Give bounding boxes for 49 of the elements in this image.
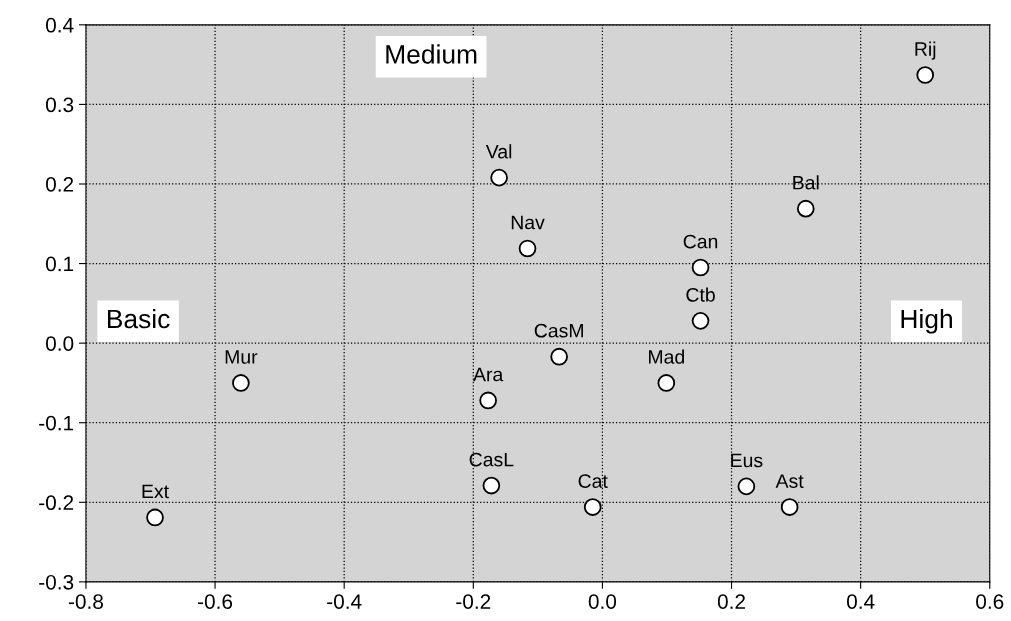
annotation: Cat	[578, 474, 608, 488]
y-tick-label: -0.3	[39, 574, 74, 590]
y-tick-label: -0.1	[39, 415, 74, 431]
annotation: Rij	[915, 41, 936, 60]
y-tick-label: 0.3	[45, 97, 74, 113]
y-tick-label: -0.2	[39, 495, 74, 511]
annotation: Ext	[142, 484, 169, 499]
point	[796, 199, 815, 218]
x-tick-label: -0.8	[68, 594, 103, 609]
x-tick-label: -0.6	[198, 594, 233, 609]
annotation: Mad	[649, 349, 684, 364]
annotation: Medium	[386, 44, 477, 64]
x-tick-label: 0.0	[588, 594, 617, 609]
x-tick-label: 0.4	[846, 594, 875, 609]
x-tick-label: -0.4	[327, 594, 362, 609]
y-tick-label: 0.1	[45, 256, 74, 272]
point	[232, 374, 250, 392]
annotation: CasL	[469, 452, 514, 467]
point	[916, 66, 935, 84]
annotation: Nav	[511, 215, 545, 230]
annotation: Ast	[775, 474, 804, 488]
y-tick-label: 0.0	[45, 336, 74, 351]
point	[479, 391, 497, 410]
point	[490, 168, 508, 187]
point	[657, 374, 676, 392]
annotation: Ara	[473, 367, 504, 382]
annotation: Mur	[225, 350, 258, 364]
point	[737, 477, 756, 496]
point	[482, 476, 501, 495]
x-tick-label: 0.2	[717, 594, 745, 609]
annotation: CasM	[534, 323, 583, 338]
annotation: Ctb	[686, 287, 715, 302]
point	[146, 508, 164, 527]
annotation: Can	[683, 234, 718, 249]
annotation: High	[901, 308, 952, 334]
annotation: Val	[485, 144, 512, 159]
x-tick-label: 0.6	[976, 594, 1004, 609]
point	[691, 312, 710, 330]
point	[691, 258, 710, 277]
annotation: Basic	[107, 308, 170, 329]
y-tick-label: 0.4	[45, 17, 74, 33]
x-tick-label: -0.2	[456, 594, 491, 609]
point	[780, 498, 799, 516]
point	[583, 498, 602, 516]
annotation: Eus	[731, 453, 763, 468]
point	[518, 239, 537, 258]
point	[550, 347, 568, 366]
y-tick-label: 0.2	[45, 176, 74, 192]
annotation: Bal	[793, 175, 819, 190]
